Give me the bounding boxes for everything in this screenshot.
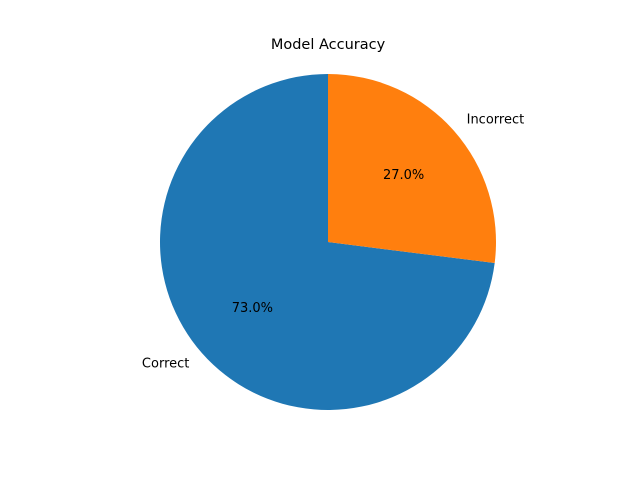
chart-title: Model Accuracy — [271, 37, 386, 53]
pie-labels: Correct 73.0% Incorrect 27.0% — [142, 112, 524, 371]
pie-slice-correct — [160, 74, 495, 410]
slice-label-incorrect: Incorrect — [467, 112, 525, 127]
slice-label-correct: Correct — [142, 357, 189, 372]
pie-slice-incorrect — [328, 74, 496, 264]
pie-slices — [160, 74, 496, 410]
percent-label-incorrect: 27.0% — [383, 168, 424, 183]
percent-label-correct: 73.0% — [232, 301, 273, 316]
